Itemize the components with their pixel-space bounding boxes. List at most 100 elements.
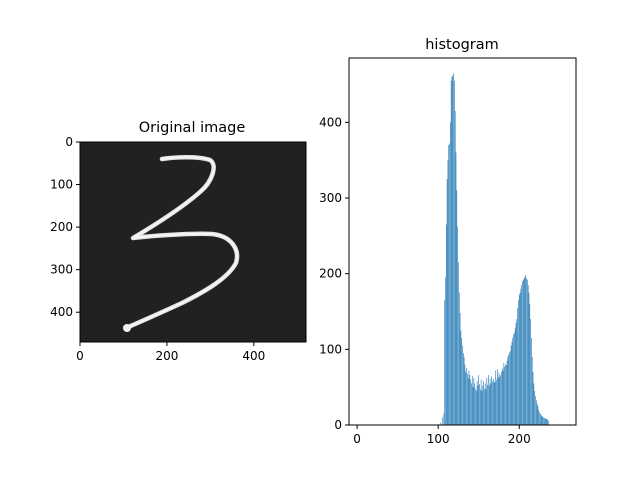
- histogram-bar: [519, 292, 521, 425]
- histogram-bar: [522, 281, 523, 425]
- histogram-frame: [348, 57, 577, 426]
- histogram-bar: [514, 332, 515, 425]
- histogram-bar: [449, 143, 450, 426]
- histogram-bar: [522, 279, 524, 425]
- histogram-bar: [505, 365, 507, 425]
- histogram-bar: [518, 300, 519, 425]
- histogram-bars: [440, 73, 549, 426]
- histogram-bar: [507, 356, 509, 425]
- histogram-bar: [467, 378, 469, 425]
- histogram-bar: [513, 334, 514, 425]
- histogram-bar: [482, 385, 484, 425]
- histogram-bar: [467, 373, 468, 425]
- digit-stroke-end: [123, 324, 131, 332]
- histogram-bar: [533, 383, 535, 425]
- histogram-bar: [501, 372, 502, 425]
- histogram-y-ticks: 0 100 200 300 400: [319, 115, 349, 432]
- histogram-bar: [447, 160, 449, 425]
- histogram-bar: [471, 375, 473, 425]
- histogram-bar: [455, 152, 457, 425]
- histogram-y-tick-label: 100: [319, 342, 342, 356]
- histogram-bar: [448, 145, 450, 425]
- histogram-bar: [497, 369, 498, 425]
- histogram-bar: [463, 353, 464, 425]
- histogram-bar: [544, 418, 545, 425]
- image-x-ticks: 0 200 400: [76, 342, 265, 363]
- histogram-bar: [492, 381, 493, 425]
- histogram-bar: [469, 375, 471, 425]
- histogram-bar: [444, 300, 445, 425]
- histogram-bar: [543, 417, 544, 425]
- histogram-subplot: histogram 0 100 200 0 100 200 300 400: [319, 37, 577, 446]
- histogram-x-tick-label: 100: [427, 432, 450, 446]
- histogram-bar: [480, 389, 481, 425]
- image-x-tick-label: 0: [76, 349, 84, 363]
- histogram-bar: [515, 322, 517, 425]
- histogram-bar: [477, 385, 479, 425]
- histogram-bar: [518, 294, 520, 425]
- histogram-bar: [478, 375, 480, 425]
- histogram-bar: [456, 190, 458, 425]
- histogram-bar: [465, 372, 467, 425]
- histogram-bar: [489, 378, 491, 425]
- histogram-bar: [445, 224, 447, 425]
- histogram-bar: [459, 313, 461, 425]
- histogram-bar: [535, 400, 537, 425]
- histogram-bar: [464, 364, 466, 425]
- histogram-bar: [498, 372, 500, 425]
- histogram-bar: [532, 372, 534, 425]
- histogram-bar: [454, 80, 455, 425]
- histogram-bar: [538, 409, 540, 425]
- histogram-bar: [547, 419, 548, 425]
- histogram-bar: [458, 292, 460, 425]
- histogram-bar: [506, 360, 508, 425]
- histogram-bar: [485, 389, 487, 425]
- histogram-bar: [523, 278, 525, 425]
- histogram-bar: [540, 413, 541, 425]
- histogram-bar: [530, 319, 531, 425]
- histogram-bar: [505, 364, 506, 425]
- histogram-bar: [531, 356, 533, 425]
- histogram-bar: [494, 381, 496, 425]
- histogram-bar: [484, 383, 486, 425]
- histogram-bar: [539, 412, 540, 425]
- histogram-bar: [510, 350, 511, 425]
- histogram-bar: [493, 382, 495, 425]
- histogram-bar: [510, 345, 512, 425]
- image-y-tick-label: 200: [50, 220, 73, 234]
- histogram-bar: [453, 73, 454, 425]
- histogram-bar: [461, 337, 462, 425]
- image-y-tick-label: 300: [50, 263, 73, 277]
- histogram-bar: [480, 379, 482, 425]
- histogram-bar: [493, 378, 494, 425]
- histogram-bar: [508, 354, 510, 425]
- histogram-bar: [440, 422, 441, 425]
- histogram-bar: [540, 415, 542, 425]
- histogram-bar: [531, 337, 532, 425]
- histogram-bar: [501, 368, 503, 425]
- histogram-y-tick-label: 400: [319, 115, 342, 129]
- histogram-x-ticks: 0 100 200: [353, 425, 531, 446]
- histogram-bar: [460, 330, 462, 425]
- histogram-bar: [452, 75, 454, 426]
- histogram-bar: [524, 276, 526, 425]
- image-area: [80, 142, 306, 342]
- histogram-y-tick-label: 0: [334, 418, 342, 432]
- histogram-x-tick-label: 0: [353, 432, 361, 446]
- histogram-bar: [483, 381, 484, 425]
- digit-stroke-highlight: [125, 156, 238, 329]
- histogram-bar: [475, 390, 477, 425]
- image-y-ticks: 0 100 200 300 400: [50, 135, 80, 319]
- histogram-bar: [521, 285, 522, 425]
- histogram-bar: [544, 418, 546, 425]
- histogram-bar: [514, 328, 516, 425]
- histogram-bar: [535, 396, 536, 425]
- histogram-bar: [529, 303, 531, 425]
- histogram-bar: [499, 376, 501, 425]
- histogram-bar: [471, 383, 472, 425]
- image-background: [80, 142, 306, 342]
- histogram-bar: [484, 388, 485, 425]
- histogram-y-tick-label: 200: [319, 267, 342, 281]
- histogram-bar: [536, 403, 538, 425]
- histogram-bar: [441, 417, 443, 425]
